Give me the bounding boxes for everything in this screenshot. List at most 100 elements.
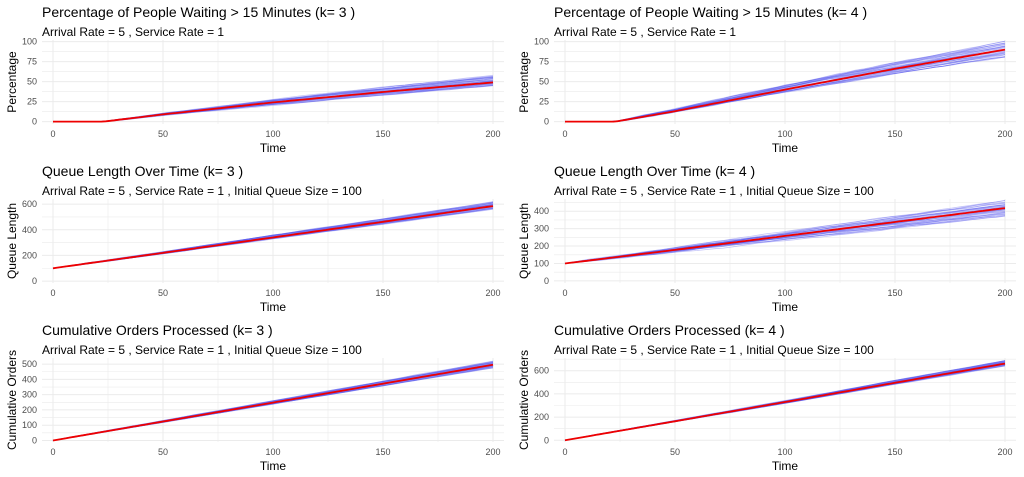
y-tick-label: 400 [22, 225, 37, 235]
y-tick-label: 200 [534, 241, 549, 251]
simulation-run-line [565, 45, 1006, 122]
simulation-run-line [564, 210, 1006, 264]
y-tick-label: 400 [534, 389, 549, 399]
chart-title: Cumulative Orders Processed (k= 3 ) [42, 322, 273, 338]
x-axis-label: Time [772, 459, 799, 473]
x-axis-label: Time [772, 141, 799, 155]
simulation-run-line [564, 215, 1006, 264]
panel-queue-k4: Queue Length Over Time (k= 4 ) Arrival R… [512, 159, 1024, 318]
mean-line [565, 48, 1006, 123]
y-tick-label: 100 [534, 37, 549, 47]
y-tick-label: 300 [534, 224, 549, 234]
chart-subtitle: Arrival Rate = 5 , Service Rate = 1 , In… [42, 184, 362, 198]
y-tick-label: 0 [32, 276, 37, 286]
chart-pct-k4: 0 50 100 150 200 0 25 50 75 100 Time Percentage [517, 37, 1016, 155]
chart-cumulative-k3: 0 50 100 150 200 0 100 200 300 400 500 Time Cumulati… [5, 350, 504, 473]
x-tick-label: 200 [997, 129, 1012, 139]
x-tick-label: 0 [562, 129, 567, 139]
x-tick-label: 150 [887, 288, 902, 298]
gridlines [554, 40, 1016, 124]
simulation-run-line [564, 215, 1006, 264]
chart-subtitle: Arrival Rate = 5 , Service Rate = 1 [42, 25, 225, 39]
y-tick-label: 200 [22, 405, 37, 415]
y-axis-label: Queue Length [5, 203, 19, 279]
gridlines [42, 40, 504, 124]
y-tick-label: 400 [534, 206, 549, 216]
y-tick-label: 200 [534, 412, 549, 422]
chart-title: Percentage of People Waiting > 15 Minute… [42, 4, 356, 20]
simulation-run-line [564, 200, 1006, 264]
simulation-run-line [565, 44, 1006, 122]
chart-title: Queue Length Over Time (k= 3 ) [42, 163, 244, 179]
chart-subtitle: Arrival Rate = 5 , Service Rate = 1 , In… [42, 343, 362, 357]
y-tick-label: 600 [534, 366, 549, 376]
x-tick-label: 50 [158, 447, 168, 457]
panel-queue-k3: Queue Length Over Time (k= 3 ) Arrival R… [0, 159, 512, 318]
x-tick-label: 100 [777, 288, 792, 298]
y-axis-label: Percentage [5, 51, 19, 113]
y-axis-label: Cumulative Orders [517, 350, 531, 450]
simulation-run-line [564, 200, 1006, 264]
chart-title: Percentage of People Waiting > 15 Minute… [554, 4, 868, 20]
gridlines [42, 358, 504, 442]
x-tick-label: 50 [158, 288, 168, 298]
x-tick-label: 50 [158, 129, 168, 139]
y-axis-label: Queue Length [517, 203, 531, 279]
y-axis-label: Percentage [517, 51, 531, 113]
x-axis-label: Time [772, 300, 799, 314]
mean-line [564, 362, 1006, 442]
y-tick-label: 100 [22, 420, 37, 430]
mean-line [53, 81, 494, 123]
x-tick-label: 150 [887, 447, 902, 457]
x-tick-label: 150 [375, 447, 390, 457]
y-tick-label: 0 [32, 117, 37, 127]
x-tick-label: 0 [50, 447, 55, 457]
panel-pct-k3: Percentage of People Waiting > 15 Minute… [0, 0, 512, 159]
y-tick-label: 200 [22, 250, 37, 260]
x-tick-label: 200 [997, 447, 1012, 457]
chart-subtitle: Arrival Rate = 5 , Service Rate = 1 [554, 25, 737, 39]
simulation-run-line [52, 201, 494, 269]
mean-line [52, 205, 494, 270]
panel-cumulative-k4: Cumulative Orders Processed (k= 4 ) Arri… [512, 318, 1024, 477]
panel-pct-k4: Percentage of People Waiting > 15 Minute… [512, 0, 1024, 159]
chart-cumulative-k4: 0 50 100 150 200 0 200 400 600 Time Cumulative Ord… [517, 350, 1016, 473]
y-tick-label: 0 [544, 117, 549, 127]
x-tick-label: 100 [265, 288, 280, 298]
y-tick-label: 75 [27, 57, 37, 67]
chart-queue-k4: 0 50 100 150 200 0 100 200 300 400 Time Queue Lengt… [517, 199, 1016, 314]
y-axis-label: Cumulative Orders [5, 350, 19, 450]
y-tick-label: 0 [544, 276, 549, 286]
chart-pct-k3: 0 50 100 150 200 0 25 50 75 100 Time Percentage [5, 37, 504, 155]
x-axis-label: Time [260, 141, 287, 155]
x-tick-label: 150 [375, 129, 390, 139]
chart-subtitle: Arrival Rate = 5 , Service Rate = 1 , In… [554, 184, 874, 198]
y-tick-label: 100 [534, 258, 549, 268]
x-tick-label: 0 [562, 447, 567, 457]
y-tick-label: 400 [22, 374, 37, 384]
chart-queue-k3: 0 50 100 150 200 0 200 400 600 Time Queue Length [5, 199, 504, 314]
simulation-run-line [565, 43, 1006, 122]
simulation-run-line [564, 214, 1006, 264]
x-tick-label: 150 [887, 129, 902, 139]
panel-cumulative-k3: Cumulative Orders Processed (k= 3 ) Arri… [0, 318, 512, 477]
x-tick-label: 0 [562, 288, 567, 298]
x-axis-label: Time [260, 459, 287, 473]
x-tick-label: 200 [485, 447, 500, 457]
x-tick-label: 50 [670, 129, 680, 139]
y-tick-label: 300 [22, 390, 37, 400]
x-tick-label: 100 [265, 129, 280, 139]
x-tick-label: 200 [485, 129, 500, 139]
y-tick-label: 600 [22, 199, 37, 209]
y-tick-label: 100 [22, 37, 37, 47]
chart-title: Cumulative Orders Processed (k= 4 ) [554, 322, 785, 338]
y-tick-label: 25 [27, 97, 37, 107]
simulation-run-line [52, 360, 494, 441]
mean-line [52, 363, 494, 442]
y-tick-label: 50 [539, 77, 549, 87]
chart-title: Queue Length Over Time (k= 4 ) [554, 163, 756, 179]
x-tick-label: 0 [50, 129, 55, 139]
y-tick-label: 0 [544, 435, 549, 445]
x-tick-label: 100 [777, 447, 792, 457]
gridlines [554, 358, 1016, 442]
